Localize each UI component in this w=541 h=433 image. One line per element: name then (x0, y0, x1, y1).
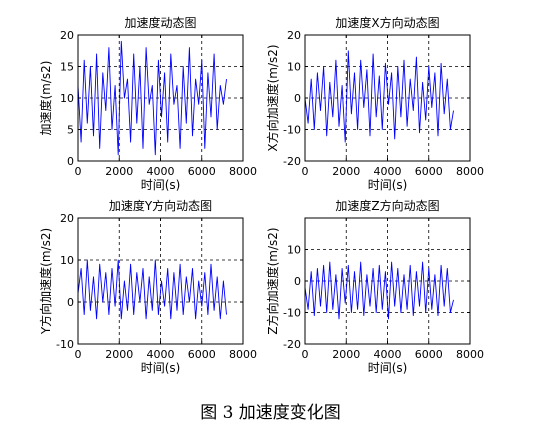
series-line (304, 261, 454, 320)
x-tick-label: 4000 (374, 348, 402, 361)
x-tick-label: 2000 (105, 165, 133, 178)
y-tick-label: -10 (283, 124, 301, 137)
x-tick-label: 6000 (188, 348, 216, 361)
series-line (77, 259, 227, 320)
y-tick-label: -20 (283, 338, 301, 351)
y-axis-label: X方向加速度(m/s2) (265, 44, 280, 151)
x-tick-label: 2000 (105, 348, 133, 361)
series-line (77, 40, 227, 156)
y-tick-label: 0 (294, 275, 301, 288)
x-tick-label: 4000 (374, 165, 402, 178)
y-tick-label: -20 (283, 155, 301, 168)
y-tick-label: 5 (67, 124, 74, 137)
x-tick-label: 2000 (332, 348, 360, 361)
chart-panel-3: 0 2000 4000 6000 8000-1001020加速度Y方向动态图时间(s)Y… (38, 198, 257, 375)
y-tick-label: 10 (287, 61, 301, 74)
chart-title: 加速度Y方向动态图 (109, 198, 212, 213)
x-tick-label: 0 (75, 165, 82, 178)
x-tick-label: 4000 (147, 165, 175, 178)
y-tick-label: 20 (287, 29, 301, 42)
y-axis-label: Z方向加速度(m/s2) (265, 227, 280, 334)
series-line (304, 50, 454, 143)
y-axis-label: 加速度(m/s2) (38, 61, 53, 136)
y-tick-label: 10 (60, 92, 74, 105)
x-tick-label: 6000 (188, 165, 216, 178)
y-axis-label: Y方向加速度(m/s2) (38, 228, 53, 335)
x-axis-label: 时间(s) (141, 178, 181, 192)
chart-panel-2: 0 2000 4000 6000 8000 -20 -10 0 10 20 加速度X方向动态图时间(… (265, 15, 484, 192)
x-tick-label: 6000 (415, 165, 443, 178)
x-tick-label: 6000 (415, 348, 443, 361)
x-tick-label: 8000 (456, 165, 484, 178)
chart-title: 加速度动态图 (124, 15, 196, 30)
figure-caption: 图 3 加速度变化图 (200, 403, 341, 423)
y-tick-label: 0 (294, 92, 301, 105)
x-tick-label: 8000 (229, 348, 257, 361)
chart-title: 加速度Z方向动态图 (335, 198, 439, 213)
x-tick-label: 2000 (332, 165, 360, 178)
x-axis-label: 时间(s) (141, 361, 181, 375)
y-tick-label: 20 (60, 29, 74, 42)
y-tick-label: 0 (67, 296, 74, 309)
y-tick-label: 0 (67, 155, 74, 168)
y-tick-label: 10 (287, 244, 301, 257)
x-tick-label: 8000 (456, 348, 484, 361)
x-tick-label: 8000 (229, 165, 257, 178)
x-axis-label: 时间(s) (368, 178, 408, 192)
y-tick-label: 10 (60, 254, 74, 267)
y-tick-label: -10 (56, 338, 74, 351)
chart-panel-4: 0 2000 4000 6000 8000 -20 -10 0 10 加速度Z方向动态图时间(s)… (265, 198, 484, 375)
x-tick-label: 0 (302, 348, 309, 361)
y-tick-label: 15 (60, 61, 74, 74)
x-tick-label: 4000 (147, 348, 175, 361)
y-tick-label: 20 (60, 212, 74, 225)
x-tick-label: 0 (75, 348, 82, 361)
chart-title: 加速度X方向动态图 (335, 15, 439, 30)
x-tick-label: 0 (302, 165, 309, 178)
x-axis-label: 时间(s) (368, 361, 408, 375)
y-tick-label: -10 (283, 307, 301, 320)
